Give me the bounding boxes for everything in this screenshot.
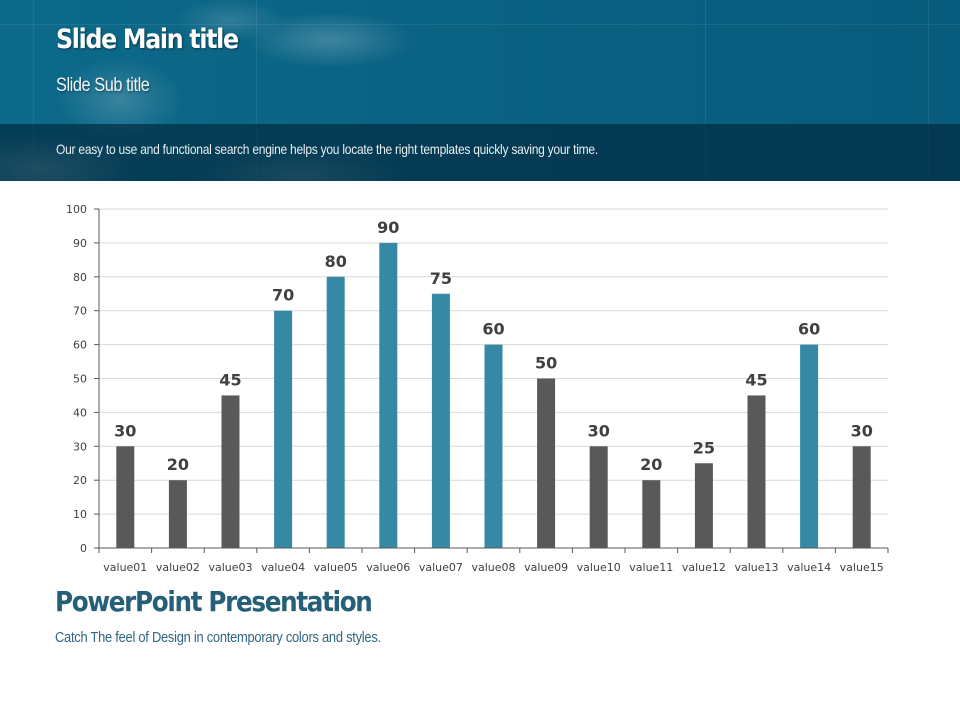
data-label: 90 xyxy=(377,218,399,237)
presentation-subtitle: Catch The feel of Design in contemporary… xyxy=(55,629,381,646)
bar xyxy=(589,446,608,548)
y-tick-label: 50 xyxy=(73,373,87,386)
y-tick-label: 90 xyxy=(73,237,87,250)
data-label: 25 xyxy=(693,438,715,457)
description-strip xyxy=(0,124,960,181)
x-tick-label: value12 xyxy=(682,561,726,574)
background-grid-line xyxy=(0,24,960,25)
y-tick-label: 100 xyxy=(66,203,87,216)
data-label: 60 xyxy=(482,320,504,339)
bar xyxy=(694,463,713,548)
bar xyxy=(379,242,398,548)
y-tick-label: 30 xyxy=(73,440,87,453)
data-label: 45 xyxy=(745,370,767,389)
x-axis-ticks: value01 value02 value03 value04 value05 value… xyxy=(98,548,889,574)
background-grid-line xyxy=(33,0,34,181)
data-label: 80 xyxy=(325,252,347,271)
bar xyxy=(221,395,240,548)
description-text: Our easy to use and functional search en… xyxy=(56,141,598,157)
bar-chart: 0 10 20 30 40 50 60 70 80 90 100 30 20 45 70 80 90 75 60 5… xyxy=(66,203,889,574)
y-tick-label: 80 xyxy=(73,271,87,284)
data-label: 60 xyxy=(798,320,820,339)
presentation-title: PowerPoint Presentation xyxy=(55,585,373,618)
bar xyxy=(168,480,187,548)
data-labels: 30 20 45 70 80 90 75 60 50 30 20 25 45 60 30 xyxy=(114,218,873,474)
slide-main-title: Slide Main title xyxy=(56,24,239,55)
slide-sub-title: Slide Sub title xyxy=(56,75,150,96)
background-grid-line xyxy=(928,0,929,181)
x-tick-label: value11 xyxy=(629,561,673,574)
data-label: 30 xyxy=(588,421,610,440)
bar xyxy=(116,446,135,548)
bar xyxy=(747,395,766,548)
data-label: 70 xyxy=(272,286,294,305)
x-tick-label: value10 xyxy=(577,561,621,574)
y-tick-label: 70 xyxy=(73,305,87,318)
x-tick-label: value08 xyxy=(471,561,515,574)
data-label: 30 xyxy=(851,421,873,440)
background-grid-line xyxy=(705,0,706,181)
y-tick-label: 10 xyxy=(73,508,87,521)
x-tick-label: value01 xyxy=(103,561,147,574)
bar xyxy=(537,378,556,548)
y-tick-label: 60 xyxy=(73,339,87,352)
bar xyxy=(431,293,450,548)
x-tick-label: value09 xyxy=(524,561,568,574)
data-label: 30 xyxy=(114,421,136,440)
background-grid-line xyxy=(256,0,257,181)
bar xyxy=(800,344,819,548)
x-tick-label: value13 xyxy=(734,561,778,574)
axes xyxy=(98,209,888,549)
y-tick-label: 0 xyxy=(80,542,87,555)
x-tick-label: value03 xyxy=(208,561,252,574)
bar xyxy=(484,344,503,548)
bar xyxy=(642,480,661,548)
x-tick-label: value07 xyxy=(419,561,463,574)
x-tick-label: value04 xyxy=(261,561,305,574)
y-tick-label: 40 xyxy=(73,406,87,419)
x-tick-label: value05 xyxy=(314,561,358,574)
data-label: 45 xyxy=(219,370,241,389)
data-label: 50 xyxy=(535,354,557,373)
bar xyxy=(852,446,871,548)
x-tick-label: value06 xyxy=(366,561,410,574)
bar xyxy=(326,276,345,548)
header-banner: Slide Main title Slide Sub title Our eas… xyxy=(0,0,960,181)
bar xyxy=(274,310,293,548)
x-tick-label: value14 xyxy=(787,561,831,574)
data-label: 75 xyxy=(430,269,452,288)
x-tick-label: value02 xyxy=(156,561,200,574)
data-label: 20 xyxy=(167,455,189,474)
data-label: 20 xyxy=(640,455,662,474)
x-tick-label: value15 xyxy=(840,561,884,574)
y-tick-label: 20 xyxy=(73,474,87,487)
bars xyxy=(116,242,871,548)
y-axis-ticks: 0 10 20 30 40 50 60 70 80 90 100 xyxy=(66,203,99,555)
